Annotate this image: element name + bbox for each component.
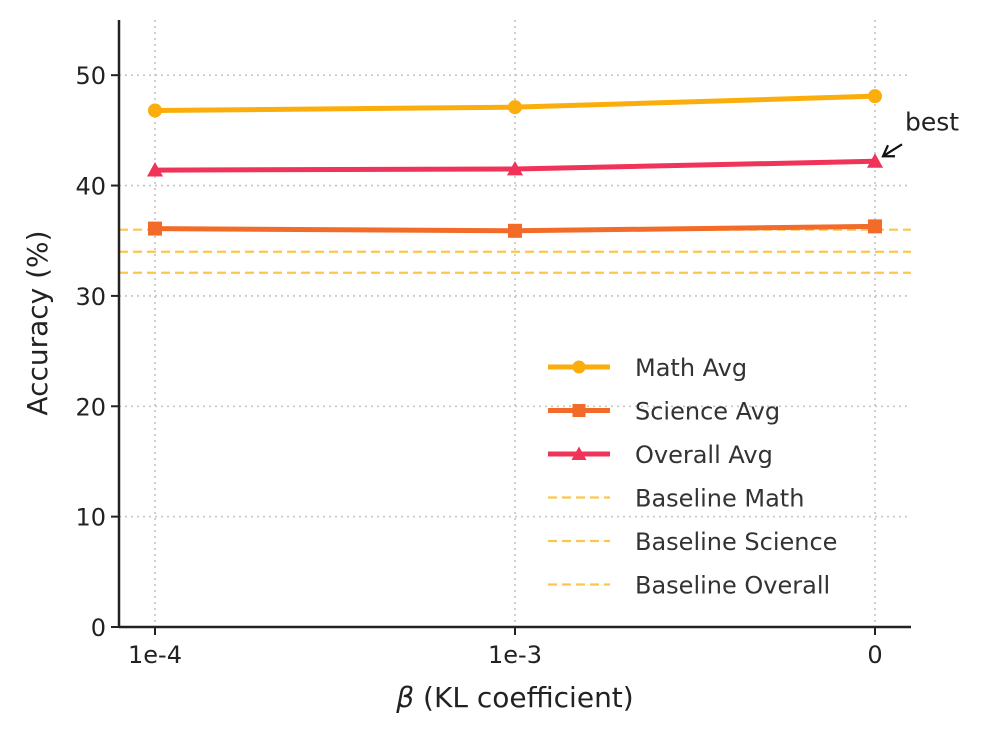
series-science-avg	[148, 219, 882, 238]
x-axis-title: β (KL coefficient)	[395, 681, 633, 714]
legend-label-baseline-overall: Baseline Overall	[635, 572, 830, 600]
point-math-avg-1e-3	[508, 100, 522, 115]
y-tick-label-30: 30	[75, 283, 106, 311]
grid-lines	[119, 20, 911, 627]
legend-marker-math-avg	[572, 360, 586, 374]
annotation-arrow-shaft	[882, 143, 903, 158]
legend-label-baseline-math: Baseline Math	[635, 485, 804, 513]
legend-label-baseline-science: Baseline Science	[635, 528, 837, 556]
y-tick-label-20: 20	[75, 393, 106, 421]
annotation-label: best	[905, 107, 959, 136]
legend-label-math-avg: Math Avg	[635, 354, 747, 382]
y-tick-label-50: 50	[75, 62, 106, 90]
point-math-avg-1e-4	[148, 103, 162, 118]
y-axis-title: Accuracy (%)	[21, 230, 54, 415]
point-science-avg-1e-4	[148, 221, 162, 236]
axis-ticks: 0 10 20 30 40 50 1e-4 1e-3 0	[75, 62, 882, 669]
legend: Math Avg Science Avg Overall Avg Baseline M…	[548, 354, 837, 600]
y-tick-label-0: 0	[91, 614, 106, 642]
series-overall-avg	[146, 153, 884, 177]
annotation-arrow-head	[881, 144, 895, 158]
point-science-avg-1e-3	[508, 223, 522, 238]
data-series	[146, 89, 884, 238]
x-tick-label-0: 0	[867, 641, 882, 669]
legend-marker-overall-avg	[571, 446, 587, 460]
x-tick-label-1e-4: 1e-4	[128, 641, 182, 669]
point-overall-avg-1e-4	[146, 162, 164, 177]
x-axis-title-text: (KL coefficient)	[414, 681, 634, 714]
best-annotation: best	[881, 107, 959, 158]
point-science-avg-0	[868, 219, 882, 234]
x-tick-label-1e-3: 1e-3	[488, 641, 542, 669]
series-math-avg	[148, 89, 882, 118]
point-math-avg-0	[868, 89, 882, 104]
y-tick-label-40: 40	[75, 173, 106, 201]
y-tick-label-10: 10	[75, 504, 106, 532]
legend-label-science-avg: Science Avg	[635, 398, 780, 426]
legend-marker-science-avg	[572, 404, 586, 417]
point-overall-avg-1e-3	[506, 160, 524, 176]
point-overall-avg-0	[866, 153, 884, 168]
legend-label-overall-avg: Overall Avg	[635, 441, 773, 469]
x-axis-title-symbol: β	[395, 681, 414, 714]
